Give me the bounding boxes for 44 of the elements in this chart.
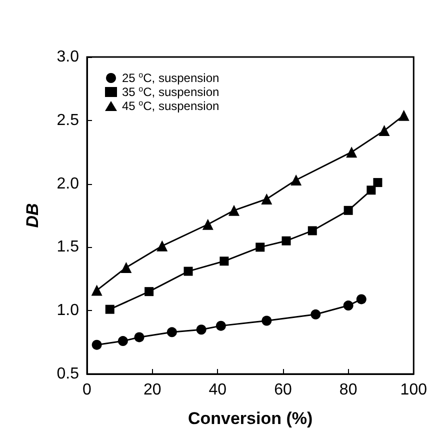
point (261, 194, 272, 205)
point (156, 240, 168, 252)
x-tick-label: 60 (274, 382, 292, 398)
point (310, 309, 321, 320)
point (228, 204, 240, 216)
x-axis-title: Conversion (%) (188, 409, 313, 428)
point (216, 320, 226, 331)
point (398, 110, 410, 121)
point (256, 242, 265, 252)
y-tick-label: 2.5 (56, 112, 80, 129)
y-tick-label: 2.0 (56, 175, 80, 192)
point (290, 174, 302, 186)
y-tick-label: 1.5 (56, 238, 80, 256)
point (118, 336, 128, 346)
point (343, 300, 354, 311)
y-axis-title: DB (23, 203, 42, 228)
y-tick-label: 0.5 (56, 366, 80, 382)
x-tick-label: 100 (400, 382, 428, 398)
point (105, 304, 114, 314)
point (120, 262, 132, 273)
y-tick-label: 1.0 (56, 302, 80, 320)
point (134, 332, 144, 342)
point (282, 236, 291, 246)
point (202, 218, 214, 230)
point (184, 266, 193, 276)
x-tick-label: 80 (339, 382, 358, 398)
y-tick-label: 3.0 (56, 48, 80, 66)
point (378, 125, 390, 136)
point (262, 316, 272, 326)
point (144, 287, 154, 296)
point (373, 178, 382, 188)
point (344, 206, 353, 215)
point (220, 256, 229, 266)
point (92, 340, 102, 350)
point (366, 186, 376, 195)
x-tick-label: 0 (82, 382, 92, 398)
point (356, 294, 366, 304)
point (346, 146, 358, 158)
point (196, 324, 206, 335)
point (166, 327, 177, 338)
point (308, 226, 317, 236)
x-tick-label: 20 (143, 382, 162, 398)
point (91, 284, 102, 296)
x-tick-label: 40 (208, 382, 227, 398)
